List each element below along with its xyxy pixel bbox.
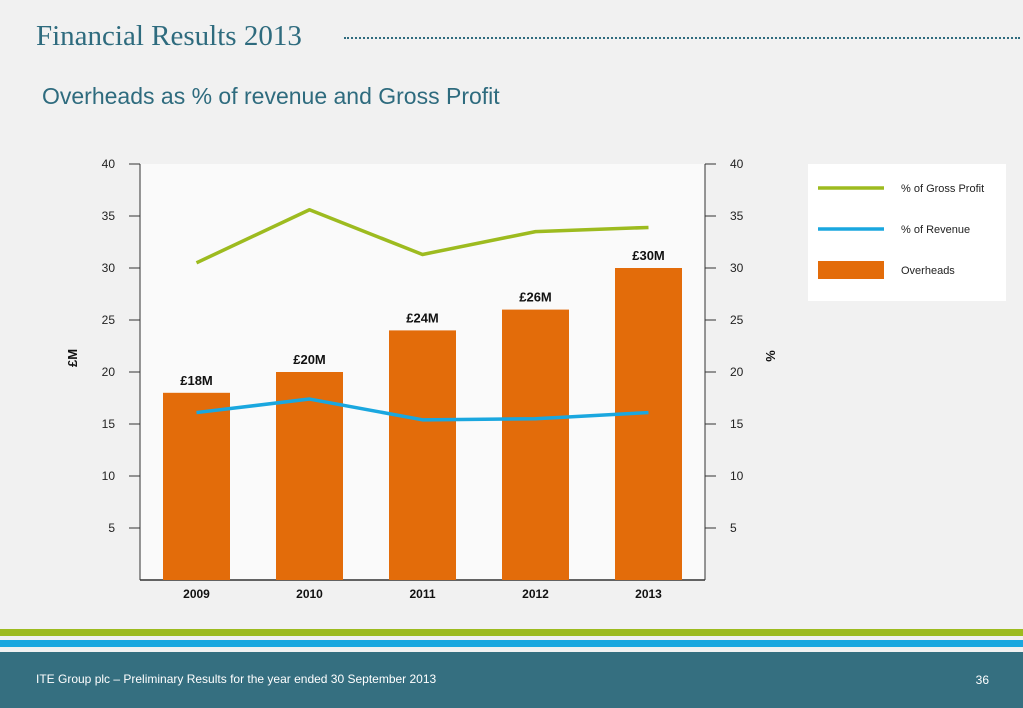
left-axis-tick-label: 40 bbox=[102, 157, 116, 171]
bar-overheads bbox=[615, 268, 682, 580]
left-axis-tick-label: 20 bbox=[102, 365, 116, 379]
legend-label: Overheads bbox=[901, 265, 955, 277]
right-axis-tick-label: 5 bbox=[730, 521, 737, 535]
right-axis-tick-label: 25 bbox=[730, 313, 744, 327]
bar-data-label: £20M bbox=[293, 352, 326, 367]
x-axis-tick-label: 2011 bbox=[409, 587, 435, 601]
bar-data-label: £26M bbox=[519, 290, 552, 305]
bar-overheads bbox=[276, 372, 343, 580]
legend-label: % of Revenue bbox=[901, 224, 970, 236]
right-axis-tick-label: 35 bbox=[730, 209, 744, 223]
title-divider bbox=[344, 37, 1020, 39]
bar-overheads bbox=[389, 330, 456, 580]
page-subtitle: Overheads as % of revenue and Gross Prof… bbox=[42, 83, 500, 109]
bar-data-label: £18M bbox=[180, 373, 213, 388]
left-axis-tick-label: 25 bbox=[102, 313, 116, 327]
bar-data-label: £30M bbox=[632, 248, 665, 263]
x-axis-tick-label: 2010 bbox=[296, 587, 323, 601]
series-line-of-revenue bbox=[196, 397, 649, 422]
green-stripe bbox=[0, 629, 1023, 636]
bar-data-label: £24M bbox=[406, 310, 439, 325]
right-axis-tick-label: 20 bbox=[730, 365, 744, 379]
x-axis-tick-label: 2009 bbox=[183, 587, 210, 601]
legend-swatch-bar bbox=[818, 261, 884, 279]
right-axis-tick-label: 30 bbox=[730, 261, 744, 275]
chart: 5 10 15 20 25 30 35 40 5 10 15 20 25 30 35 40 £M % £18M £20… bbox=[65, 157, 1006, 601]
blue-stripe bbox=[0, 640, 1023, 647]
left-axis-tick-label: 10 bbox=[102, 469, 116, 483]
x-axis-tick-label: 2013 bbox=[635, 587, 662, 601]
right-axis-tick-label: 15 bbox=[730, 417, 744, 431]
right-axis-title: % bbox=[763, 350, 778, 362]
left-axis-tick-label: 30 bbox=[102, 261, 116, 275]
left-axis-title: £M bbox=[65, 349, 80, 367]
x-axis-tick-label: 2012 bbox=[522, 587, 549, 601]
series-line-of-gross-profit bbox=[195, 208, 649, 265]
bar-overheads bbox=[502, 309, 569, 580]
left-axis-tick-label: 15 bbox=[102, 417, 116, 431]
page-number: 36 bbox=[975, 673, 989, 687]
right-axis-tick-label: 40 bbox=[730, 157, 744, 171]
legend-label: % of Gross Profit bbox=[901, 183, 984, 195]
footer-text: ITE Group plc – Preliminary Results for … bbox=[36, 672, 437, 686]
bar-overheads bbox=[163, 392, 230, 580]
left-axis-tick-label: 5 bbox=[108, 521, 115, 535]
page-title: Financial Results 2013 bbox=[36, 20, 302, 52]
right-axis-tick-label: 10 bbox=[730, 469, 744, 483]
left-axis-tick-label: 35 bbox=[102, 209, 116, 223]
footer: ITE Group plc – Preliminary Results for … bbox=[0, 652, 1023, 708]
